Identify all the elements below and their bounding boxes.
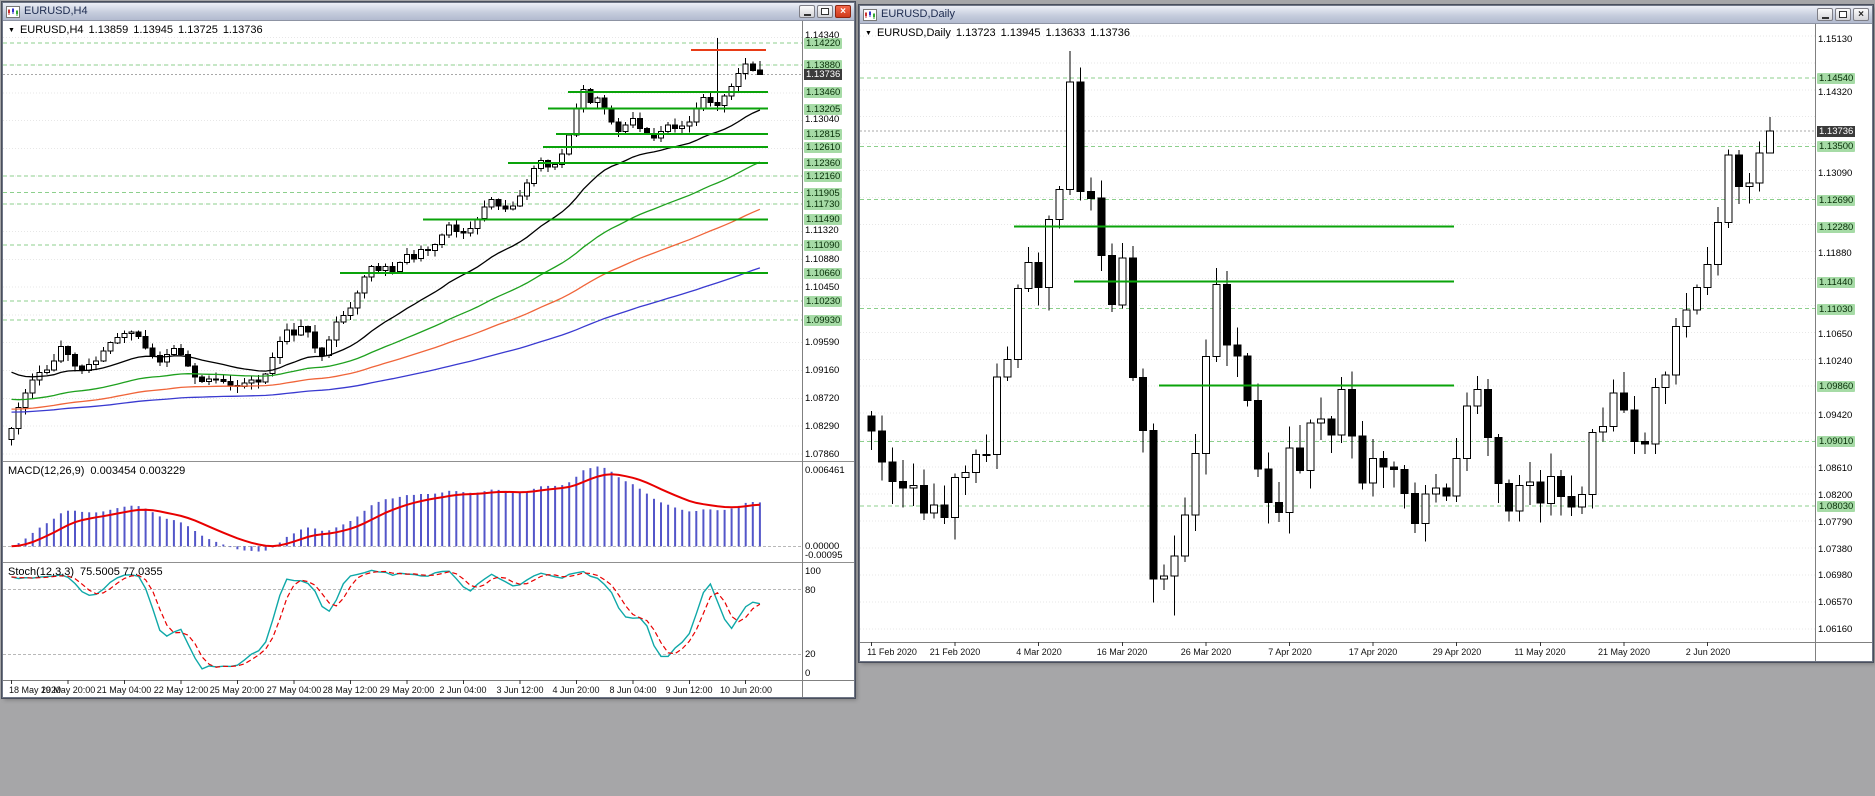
minimize-button-h4[interactable] <box>799 5 815 18</box>
minimize-icon <box>1821 16 1829 19</box>
chart-window-icon <box>863 8 877 21</box>
close-button-daily[interactable]: × <box>1853 8 1869 21</box>
chart-canvas-h4[interactable]: ▼ EURUSD,H4 1.13859 1.13945 1.13725 1.13… <box>3 21 854 697</box>
minimize-button-daily[interactable] <box>1817 8 1833 21</box>
chart-window-icon <box>6 5 20 18</box>
titlebar-daily[interactable]: EURUSD,Daily × <box>860 6 1872 24</box>
minimize-icon <box>803 13 811 16</box>
window-title-h4: EURUSD,H4 <box>24 5 88 17</box>
chart-plot-h4[interactable] <box>3 21 854 697</box>
chart-plot-daily[interactable] <box>860 24 1872 661</box>
restore-button-h4[interactable] <box>817 5 833 18</box>
restore-icon <box>1839 11 1847 18</box>
chart-canvas-daily[interactable]: ▼ EURUSD,Daily 1.13723 1.13945 1.13633 1… <box>860 24 1872 661</box>
restore-button-daily[interactable] <box>1835 8 1851 21</box>
chart-window-h4: EURUSD,H4 × ▼ EURUSD,H4 1.13859 1.13945 … <box>1 1 856 699</box>
titlebar-h4[interactable]: EURUSD,H4 × <box>3 3 854 21</box>
restore-icon <box>821 8 829 15</box>
chart-window-daily: EURUSD,Daily × ▼ EURUSD,Daily 1.13723 1.… <box>858 4 1874 663</box>
close-icon: × <box>1858 8 1864 20</box>
window-title-daily: EURUSD,Daily <box>881 8 955 20</box>
close-button-h4[interactable]: × <box>835 5 851 18</box>
close-icon: × <box>840 5 846 17</box>
